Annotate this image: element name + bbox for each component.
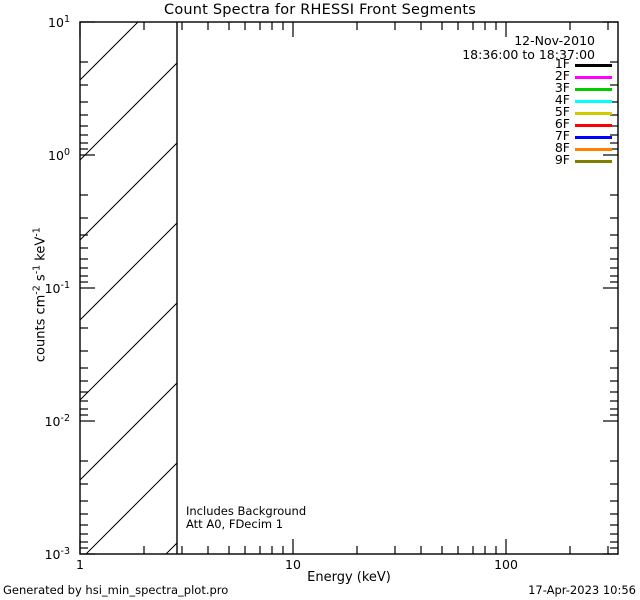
y-axis-ticks	[80, 21, 618, 555]
xtick-label-100: 100	[494, 557, 518, 572]
legend-label-2F: 2F	[554, 68, 570, 83]
ytick-label-1em2: 10-2	[44, 413, 70, 430]
footer-generator: Generated by hsi_min_spectra_plot.pro	[3, 583, 229, 597]
legend-label-3F: 3F	[554, 80, 570, 95]
page-title: Count Spectra for RHESSI Front Segments	[164, 2, 476, 18]
xtick-label-10: 10	[285, 557, 301, 572]
xtick-label-1: 1	[76, 557, 84, 572]
legend-swatch-1F	[575, 64, 612, 67]
y-axis-label: counts cm-2 s-1 keV-1	[31, 227, 49, 363]
legend-swatch-4F	[575, 100, 612, 103]
legend-label-9F: 9F	[554, 152, 570, 167]
ytick-label-1em1: 10-1	[44, 280, 70, 297]
footer-timestamp: 17-Apr-2023 10:56	[528, 583, 636, 597]
legend-label-1F: 1F	[554, 56, 570, 71]
legend-label-6F: 6F	[554, 116, 570, 131]
legend-swatch-9F	[575, 160, 612, 163]
annotation-includes-background: Includes Background	[186, 504, 307, 518]
annotation-attenuator-state: Att A0, FDecim 1	[186, 517, 284, 531]
x-axis-label: Energy (keV)	[307, 570, 391, 585]
legend-swatch-2F	[575, 76, 612, 79]
legend-label-5F: 5F	[554, 104, 570, 119]
ytick-label-1e0: 100	[48, 147, 70, 164]
ytick-label-1em3: 10-3	[44, 546, 70, 563]
legend-swatch-5F	[575, 112, 612, 115]
legend-label-8F: 8F	[554, 140, 570, 155]
legend-swatch-3F	[575, 88, 612, 91]
observation-time-range: 18:36:00 to 18:37:00	[462, 47, 595, 62]
legend-swatch-6F	[575, 124, 612, 127]
legend-swatch-8F	[575, 148, 612, 151]
legend-swatch-7F	[575, 136, 612, 139]
legend-label-7F: 7F	[554, 128, 570, 143]
x-axis-ticks	[79, 22, 609, 554]
observation-date: 12-Nov-2010	[514, 33, 595, 48]
legend-label-4F: 4F	[554, 92, 570, 107]
ytick-label-1e1: 101	[48, 14, 70, 31]
